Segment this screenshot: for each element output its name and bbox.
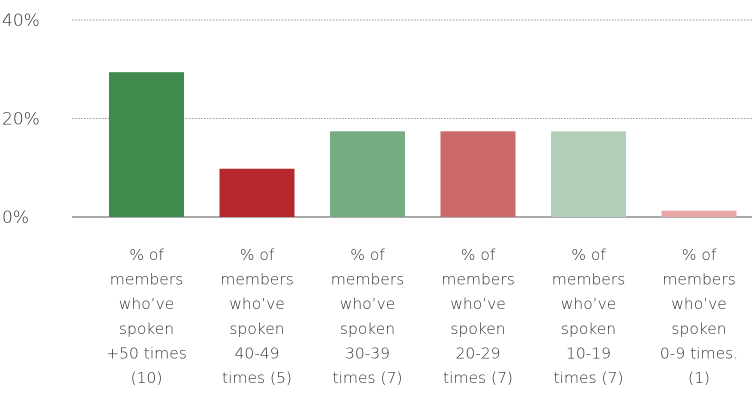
bar bbox=[330, 131, 405, 217]
bar bbox=[551, 131, 626, 217]
x-tick-label: % of members who’ve spoken 30-39 times (7) bbox=[331, 246, 405, 387]
x-tick-label: % of members who’ve spoken 10-19 times (7) bbox=[552, 246, 626, 387]
bar bbox=[661, 210, 737, 217]
x-tick-label: % of members who’ve spoken 20-29 times (7) bbox=[441, 246, 515, 387]
bar bbox=[109, 72, 184, 217]
bar bbox=[440, 131, 516, 217]
bars bbox=[109, 72, 737, 217]
x-tick-label: % of members who’ve spoken 0-9 times. (1) bbox=[660, 246, 738, 387]
y-axis-ticks: 0% 20% 40% bbox=[2, 11, 40, 228]
x-tick-label: % of members who’ve spoken 40-49 times (5) bbox=[220, 246, 294, 387]
y-tick-label: 40% bbox=[2, 11, 40, 31]
bar bbox=[219, 168, 295, 217]
x-axis-labels: % of members who’ve spoken +50 times (10) % of… bbox=[106, 246, 738, 387]
y-tick-label: 0% bbox=[2, 208, 29, 228]
y-tick-label: 20% bbox=[2, 110, 40, 130]
x-tick-label: % of members who’ve spoken +50 times (10) bbox=[106, 246, 187, 387]
gridlines bbox=[72, 19, 752, 218]
